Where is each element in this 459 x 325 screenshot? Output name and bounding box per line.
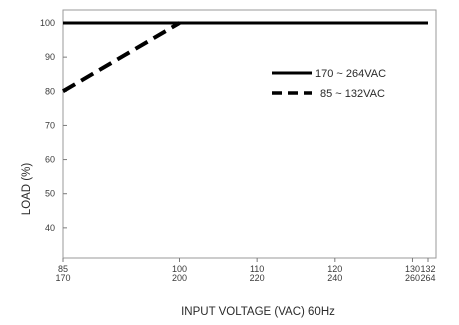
y-axis-label: LOAD (%) (21, 163, 33, 216)
y-tick-label: 60 (45, 155, 55, 165)
x-axis-label: INPUT VOLTAGE (VAC) 60Hz (181, 306, 335, 318)
plot-frame (62, 9, 437, 259)
x-tick-label-high: 220 (250, 273, 265, 283)
x-tick-label-low: 132 (420, 264, 435, 274)
x-tick-label-low: 110 (250, 264, 264, 274)
y-tick-label: 70 (45, 120, 55, 130)
legend-label-2: 85 ~ 132VAC (320, 88, 385, 100)
x-tick-label-high: 260 (405, 273, 420, 283)
y-tick-label: 80 (45, 86, 55, 96)
x-tick-label-low: 130 (405, 264, 420, 274)
y-tick-label: 40 (45, 223, 55, 233)
x-tick-label-high: 170 (55, 273, 70, 283)
x-tick-label-high: 264 (420, 273, 435, 283)
x-tick-label-low: 120 (327, 264, 342, 274)
x-tick-label-high: 240 (327, 273, 342, 283)
x-tick-label-high: 200 (172, 273, 187, 283)
x-tick-label-low: 85 (58, 264, 68, 274)
x-tick-label-low: 100 (172, 264, 187, 274)
legend-label-1: 170 ~ 264VAC (315, 68, 386, 80)
series-line-2 (61, 21, 181, 94)
y-tick-label: 90 (45, 52, 55, 62)
y-tick-label: 100 (40, 18, 55, 28)
y-tick-label: 50 (45, 189, 55, 199)
